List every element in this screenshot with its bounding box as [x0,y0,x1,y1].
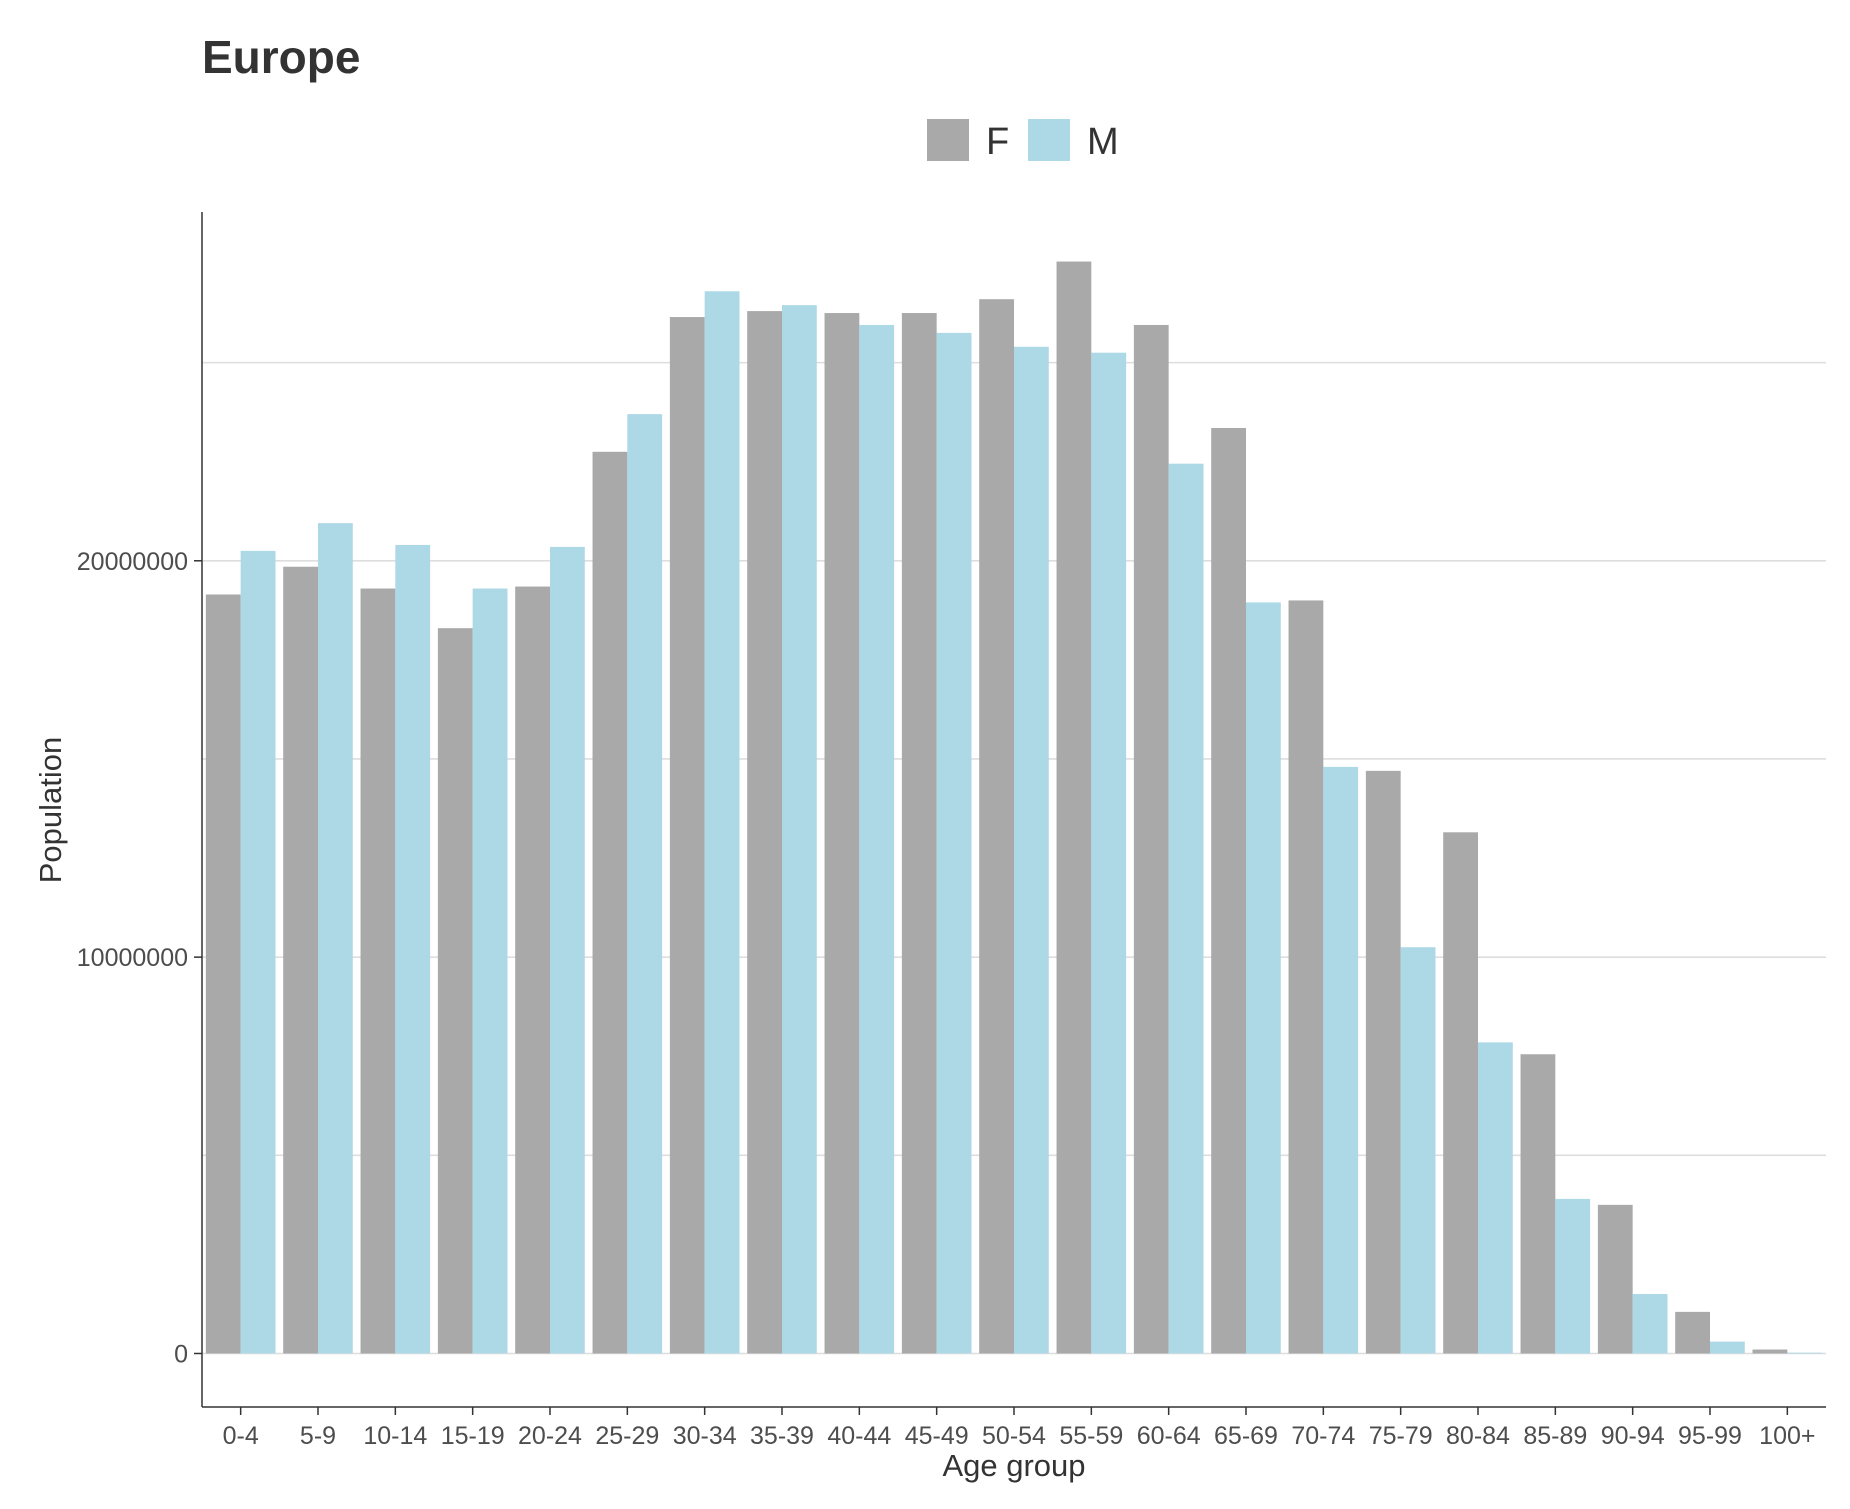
bar-F-40-44 [824,313,860,1354]
bar-M-60-64 [1168,463,1204,1354]
bar-M-100+ [1787,1352,1823,1354]
bar-F-90-94 [1597,1204,1633,1354]
x-tick-label: 95-99 [1678,1422,1742,1450]
bar-F-0-4 [205,594,241,1354]
bar-F-25-29 [592,451,628,1354]
bar-F-80-84 [1443,832,1478,1354]
x-tick-label: 25-29 [595,1422,659,1450]
bar-F-20-24 [515,586,550,1354]
x-tick-label: 15-19 [441,1422,505,1450]
x-tick-label: 85-89 [1523,1422,1587,1450]
x-tick-label: 70-74 [1291,1422,1355,1450]
chart-title: Europe [202,31,360,83]
x-tick-label: 65-69 [1214,1422,1278,1450]
bar-M-90-94 [1632,1294,1668,1354]
legend-label-M: M [1087,121,1119,163]
x-tick-label: 35-39 [750,1422,814,1450]
bar-M-35-39 [782,305,817,1354]
bar-M-15-19 [472,588,508,1354]
legend-key-F [927,119,969,161]
bar-M-55-59 [1091,352,1127,1354]
bar-F-60-64 [1133,324,1169,1354]
x-tick-label: 90-94 [1601,1422,1665,1450]
y-tick-label: 20000000 [77,548,188,576]
bar-M-95-99 [1710,1341,1745,1354]
x-tick-label: 75-79 [1369,1422,1433,1450]
bar-F-65-69 [1211,428,1246,1354]
bar-M-50-54 [1014,346,1049,1354]
bar-M-0-4 [240,550,276,1354]
bar-M-25-29 [627,414,663,1354]
legend-label-F: F [986,121,1009,163]
bar-M-85-89 [1555,1198,1591,1354]
bar-M-20-24 [550,546,585,1354]
x-tick-label: 0-4 [223,1422,259,1450]
bar-M-65-69 [1246,602,1281,1354]
bar-M-30-34 [704,291,740,1354]
x-axis-title: Age group [942,1448,1085,1483]
bar-F-45-49 [901,313,937,1354]
bar-F-50-54 [979,299,1014,1354]
x-tick-label: 50-54 [982,1422,1046,1450]
bar-M-75-79 [1400,947,1436,1354]
x-tick-label: 60-64 [1137,1422,1201,1450]
bar-F-100+ [1752,1349,1788,1354]
bar-M-5-9 [318,523,353,1354]
bar-F-15-19 [437,628,473,1354]
x-tick-label: 80-84 [1446,1422,1510,1450]
y-axis-title: Population [33,737,68,884]
bar-M-10-14 [395,544,431,1354]
bar-M-40-44 [859,324,895,1354]
y-axis-ticks: 0 10000000 20000000 [77,548,202,1368]
bar-F-10-14 [360,588,396,1354]
x-tick-label: 5-9 [300,1422,336,1450]
bar-F-75-79 [1365,770,1401,1354]
x-tick-label: 10-14 [363,1422,427,1450]
bar-M-45-49 [936,332,972,1354]
bars [205,261,1823,1354]
bar-M-70-74 [1323,766,1359,1354]
y-tick-label: 10000000 [77,944,188,972]
bar-F-85-89 [1520,1054,1556,1354]
x-axis-ticks: 0-4 5-9 10-14 15-19 20-24 25-29 30-34 35-39 40-4… [223,1407,1815,1450]
x-tick-label: 40-44 [827,1422,891,1450]
bar-F-30-34 [669,317,705,1354]
bar-M-80-84 [1478,1042,1513,1354]
bar-F-95-99 [1675,1311,1710,1354]
bar-F-5-9 [283,566,318,1354]
y-tick-label: 0 [174,1340,188,1368]
bar-F-55-59 [1056,261,1092,1354]
x-tick-label: 45-49 [905,1422,969,1450]
legend-key-M [1028,119,1070,161]
x-tick-label: 30-34 [673,1422,737,1450]
x-tick-label: 20-24 [518,1422,582,1450]
bar-F-70-74 [1288,600,1324,1354]
x-tick-label: 55-59 [1059,1422,1123,1450]
x-tick-label: 100+ [1759,1422,1815,1450]
bar-F-35-39 [747,311,782,1354]
